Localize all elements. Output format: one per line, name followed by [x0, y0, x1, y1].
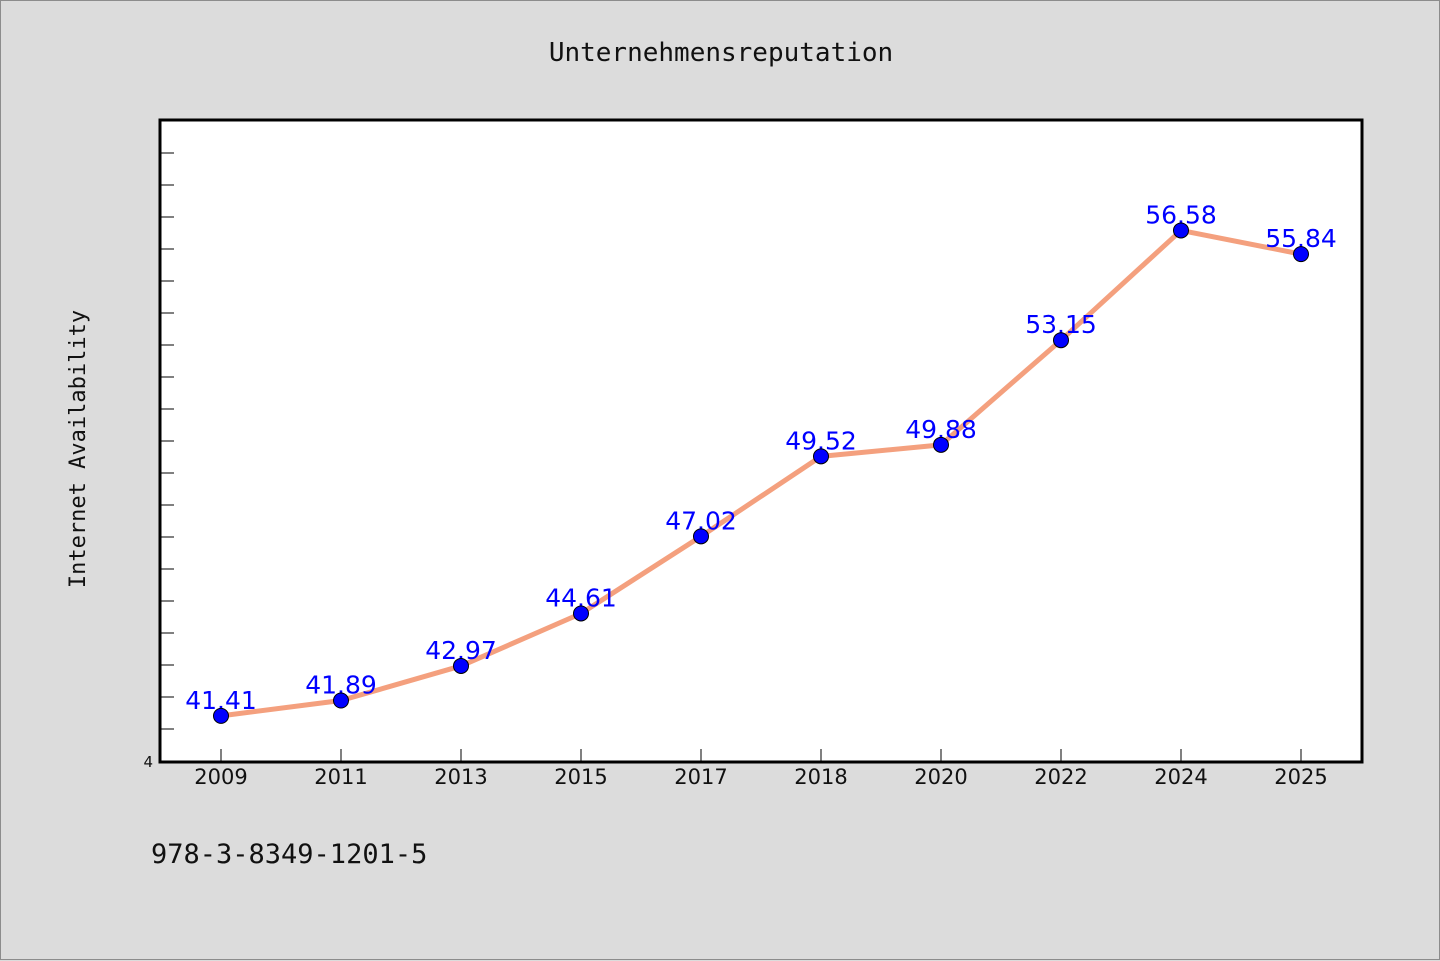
x-tick-label: 2013	[434, 765, 487, 789]
data-point	[933, 436, 949, 453]
x-tick-label: 2009	[194, 765, 247, 789]
data-point	[573, 605, 589, 622]
data-point	[453, 657, 469, 674]
chart-title: Unternehmensreputation	[549, 38, 893, 68]
y-axis-min-label: 4	[143, 753, 153, 771]
y-axis-ticks	[161, 152, 174, 730]
data-point	[1173, 222, 1189, 239]
x-tick-label: 2015	[554, 765, 607, 789]
data-point	[813, 448, 829, 465]
x-tick-label: 2024	[1154, 765, 1207, 789]
x-tick-label: 2020	[914, 765, 967, 789]
x-axis-ticks: 2009 2011 2013 2015 2017 2018 2020 2022 2024 2025	[194, 749, 1328, 789]
x-tick-label: 2011	[314, 765, 367, 789]
data-point	[1293, 246, 1309, 263]
y-axis-label: Internet Availability	[66, 310, 91, 588]
x-tick-label: 2022	[1034, 765, 1087, 789]
data-point	[333, 692, 349, 709]
x-tick-label: 2018	[794, 765, 847, 789]
plot-area	[158, 118, 1364, 764]
footnote: 978-3-8349-1201-5	[151, 839, 427, 870]
data-point	[693, 528, 709, 545]
series-line	[218, 227, 1304, 719]
data-point	[1053, 332, 1069, 349]
x-tick-label: 2025	[1274, 765, 1327, 789]
x-tick-label: 2017	[674, 765, 727, 789]
data-point	[213, 707, 229, 724]
